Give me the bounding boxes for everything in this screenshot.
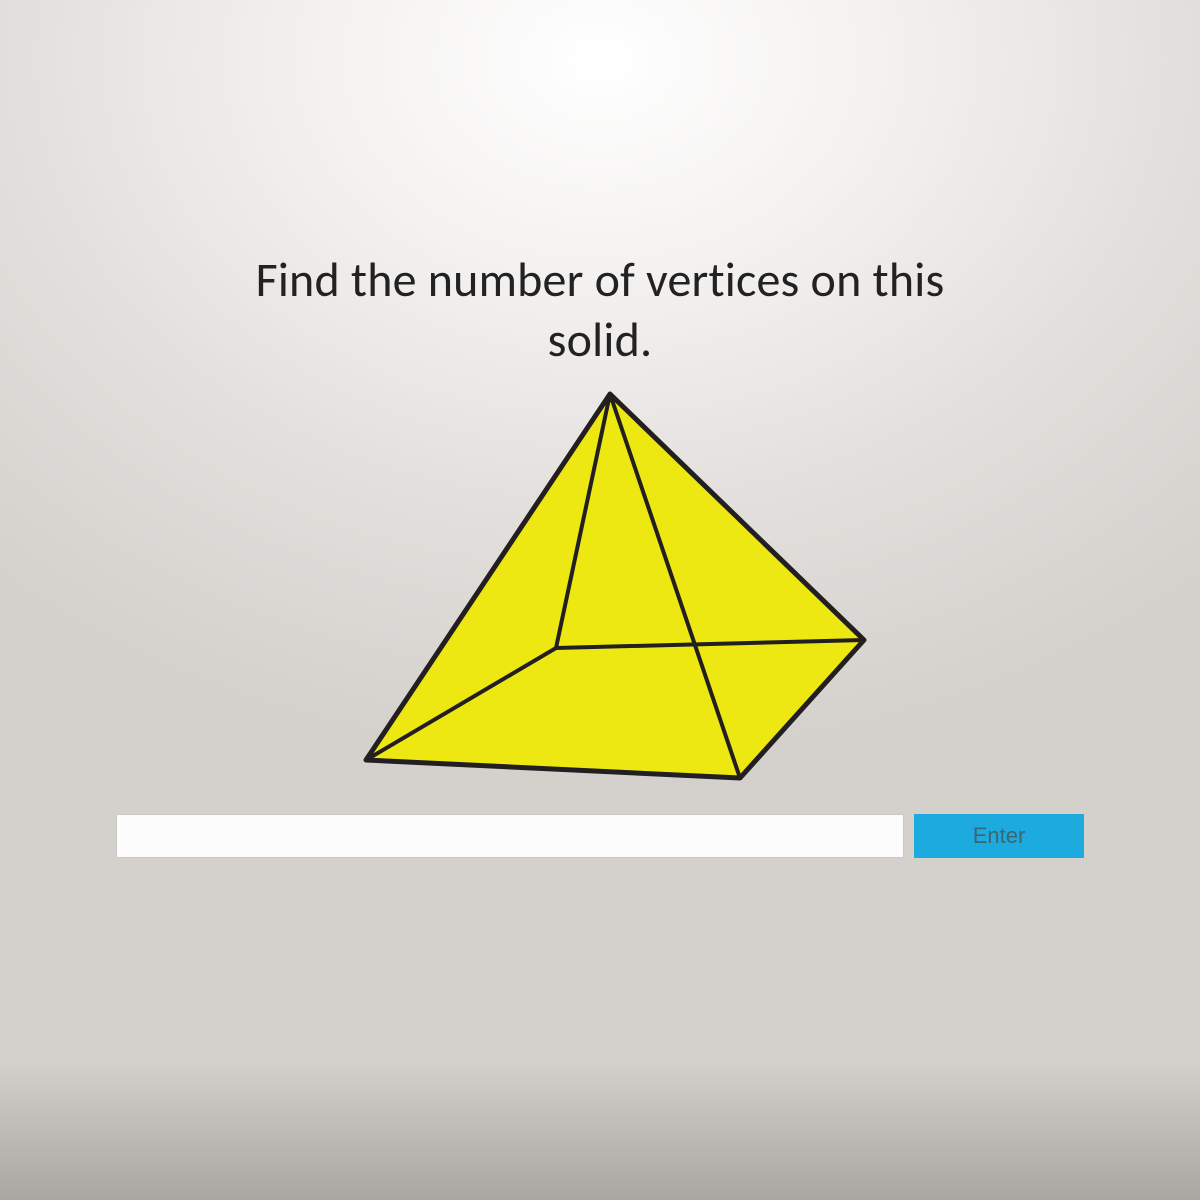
pyramid-figure <box>320 380 880 790</box>
enter-button[interactable]: Enter <box>914 814 1084 858</box>
question-card: Find the number of vertices on this soli… <box>110 250 1090 950</box>
question-line-2: solid. <box>548 310 653 369</box>
vignette <box>0 1060 1200 1200</box>
answer-input[interactable] <box>116 814 904 858</box>
answer-row: Enter <box>110 814 1090 858</box>
question-line-1: Find the number of vertices on this <box>256 250 945 309</box>
question-text: Find the number of vertices on this soli… <box>130 250 1070 370</box>
